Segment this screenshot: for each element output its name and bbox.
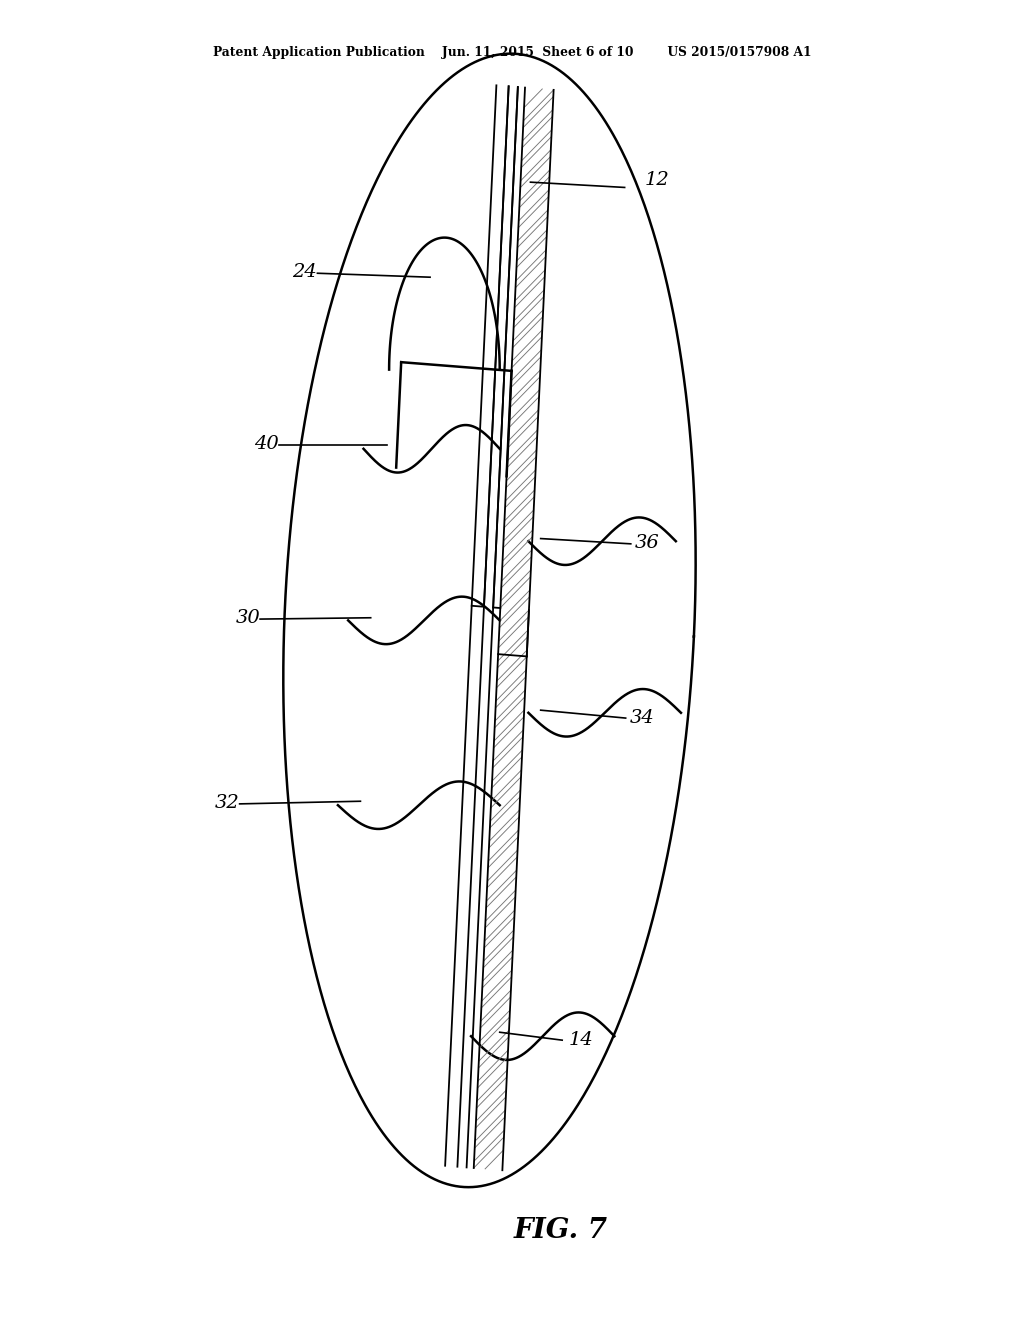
Text: 40: 40 <box>254 434 279 453</box>
Text: 12: 12 <box>645 170 670 189</box>
Text: 14: 14 <box>568 1031 593 1049</box>
Text: 32: 32 <box>215 793 240 812</box>
Text: 30: 30 <box>236 609 260 627</box>
Polygon shape <box>474 87 554 1171</box>
Text: Patent Application Publication    Jun. 11, 2015  Sheet 6 of 10        US 2015/01: Patent Application Publication Jun. 11, … <box>213 46 811 59</box>
Text: 24: 24 <box>292 263 316 281</box>
Text: FIG. 7: FIG. 7 <box>514 1217 608 1243</box>
Text: 36: 36 <box>635 533 659 552</box>
Text: 34: 34 <box>630 709 654 727</box>
